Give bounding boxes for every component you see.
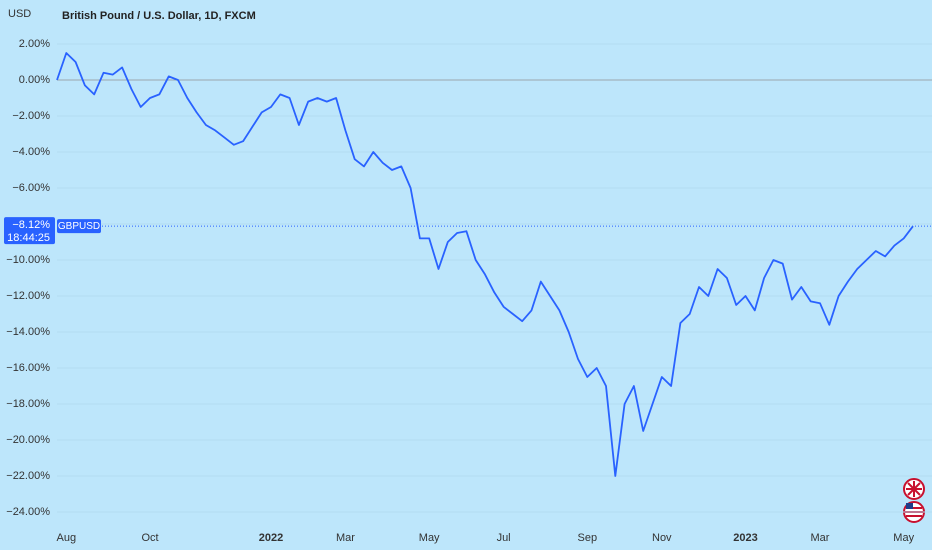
y-tick-label: 2.00% (19, 38, 50, 50)
last-value-label: −8.12% (12, 219, 50, 231)
y-tick-label: −24.00% (6, 506, 50, 518)
x-tick-label: 2023 (733, 532, 757, 544)
symbol-badge (57, 219, 101, 234)
x-tick-label: Nov (652, 532, 672, 544)
symbol-label: GBPUSD (58, 221, 100, 232)
y-tick-label: −20.00% (6, 434, 50, 446)
y-tick-label: −2.00% (12, 110, 50, 122)
y-tick-label: −14.00% (6, 326, 50, 338)
y-tick-label: −4.00% (12, 146, 50, 158)
y-tick-label: −22.00% (6, 470, 50, 482)
x-tick-label: Aug (57, 532, 77, 544)
y-tick-label: −10.00% (6, 254, 50, 266)
x-tick-label: May (419, 532, 440, 544)
y-tick-label: −16.00% (6, 362, 50, 374)
y-tick-label: −12.00% (6, 290, 50, 302)
y-tick-label: −18.00% (6, 398, 50, 410)
x-tick-label: Mar (810, 532, 829, 544)
x-tick-label: Oct (141, 532, 158, 544)
y-tick-label: −6.00% (12, 182, 50, 194)
x-tick-label: 2022 (259, 532, 283, 544)
axis-unit: USD (8, 8, 31, 20)
x-tick-label: Jul (497, 532, 511, 544)
gbp-icon-cross (906, 481, 922, 497)
y-tick-label: 0.00% (19, 74, 50, 86)
x-tick-label: Sep (578, 532, 598, 544)
usd-icon-canton (906, 503, 913, 509)
countdown: 18:44:25 (7, 232, 50, 244)
x-tick-label: May (893, 532, 914, 544)
x-tick-label: Mar (336, 532, 355, 544)
price-line (56, 52, 914, 477)
last-value-badge (4, 217, 55, 245)
chart-title: British Pound / U.S. Dollar, 1D, FXCM (62, 10, 256, 22)
